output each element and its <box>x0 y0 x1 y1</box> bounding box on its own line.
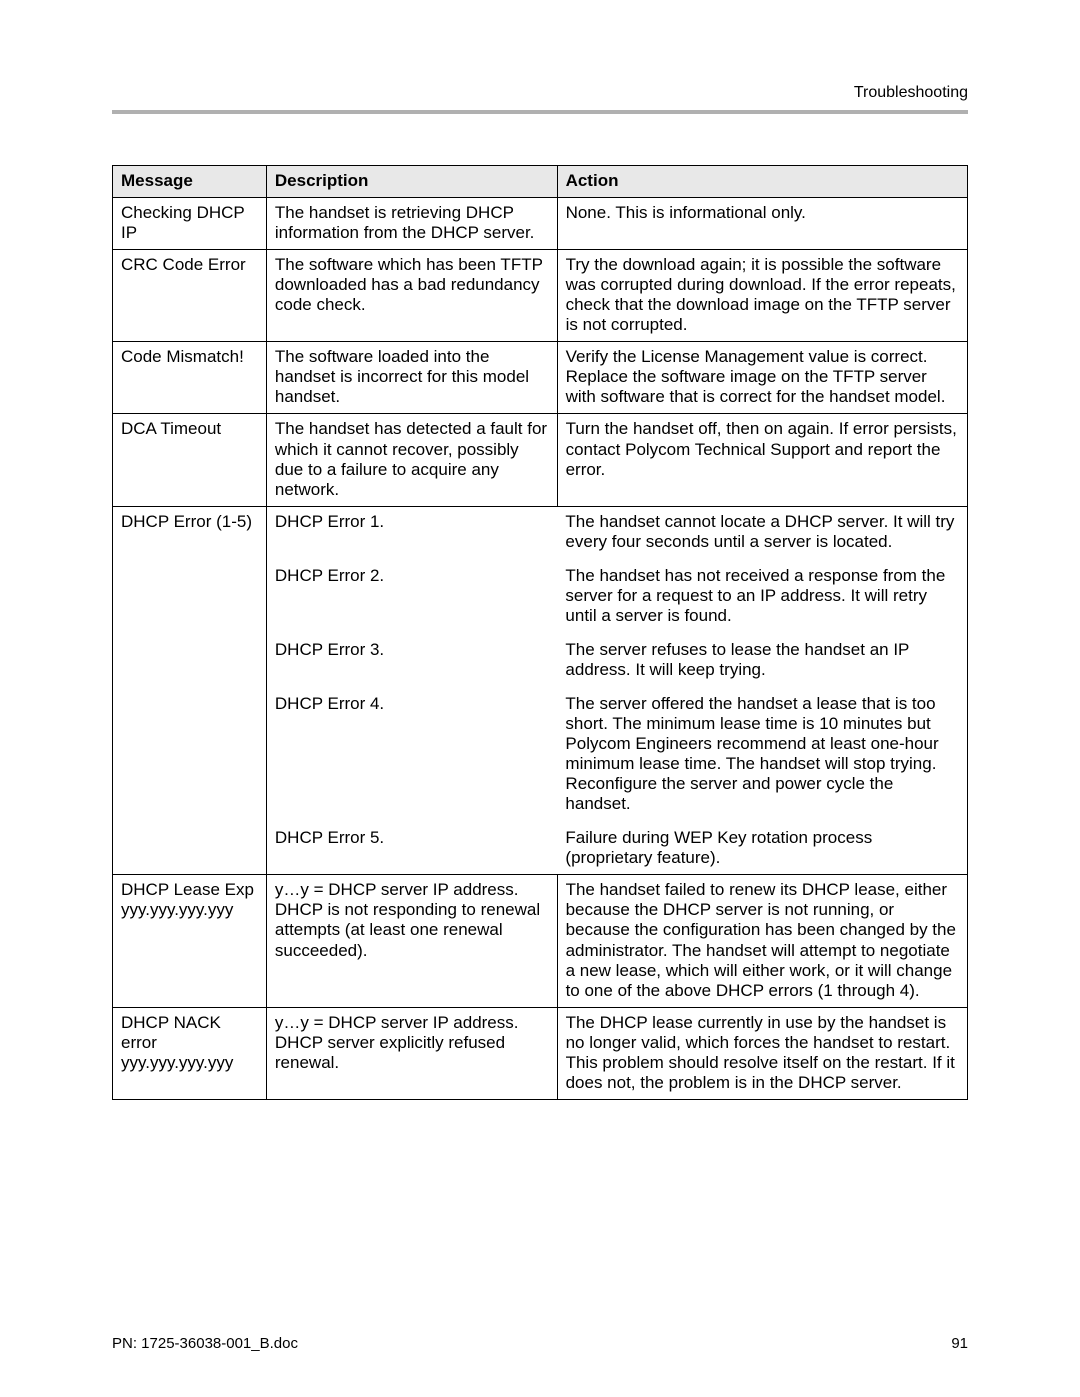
cell-message: DCA Timeout <box>113 414 267 506</box>
cell-message: DHCP Lease Exp yyy.yyy.yyy.yyy <box>113 875 267 1007</box>
dhcp-subrow: DHCP Error 3. The server refuses to leas… <box>267 626 967 680</box>
table-row: Code Mismatch! The software loaded into … <box>113 342 968 414</box>
table-row: DHCP Error (1-5) DHCP Error 1. The hands… <box>113 506 968 875</box>
dhcp-subdesc: DHCP Error 3. <box>267 626 558 680</box>
dhcp-subaction: The handset has not received a response … <box>557 552 967 626</box>
dhcp-subdesc: DHCP Error 4. <box>267 680 558 814</box>
dhcp-subrow: DHCP Error 2. The handset has not receiv… <box>267 552 967 626</box>
cell-action: Turn the handset off, then on again. If … <box>557 414 967 506</box>
dhcp-subrow: DHCP Error 4. The server offered the han… <box>267 680 967 814</box>
cell-action: The handset failed to renew its DHCP lea… <box>557 875 967 1007</box>
dhcp-subdesc: DHCP Error 5. <box>267 814 558 868</box>
header-rule <box>112 110 968 114</box>
troubleshooting-table: Message Description Action Checking DHCP… <box>112 165 968 1100</box>
dhcp-subaction: Failure during WEP Key rotation process … <box>557 814 967 868</box>
cell-action: Try the download again; it is possible t… <box>557 250 967 342</box>
section-title: Troubleshooting <box>854 84 968 102</box>
page-footer: PN: 1725-36038-001_B.doc 91 <box>112 1335 968 1352</box>
footer-pageno: 91 <box>951 1335 968 1352</box>
col-header-description: Description <box>266 166 557 198</box>
cell-message: CRC Code Error <box>113 250 267 342</box>
cell-message: DHCP Error (1-5) <box>113 506 267 875</box>
table-row: DCA Timeout The handset has detected a f… <box>113 414 968 506</box>
cell-description: The software loaded into the handset is … <box>266 342 557 414</box>
cell-description: The handset is retrieving DHCP informati… <box>266 198 557 250</box>
table-row: DHCP Lease Exp yyy.yyy.yyy.yyy y…y = DHC… <box>113 875 968 1007</box>
cell-description: y…y = DHCP server IP address. DHCP is no… <box>266 875 557 1007</box>
dhcp-subrow: DHCP Error 1. The handset cannot locate … <box>267 512 967 552</box>
dhcp-subrow: DHCP Error 5. Failure during WEP Key rot… <box>267 814 967 868</box>
cell-message: DHCP NACK error yyy.yyy.yyy.yyy <box>113 1007 267 1099</box>
dhcp-subdesc: DHCP Error 2. <box>267 552 558 626</box>
cell-message: Checking DHCP IP <box>113 198 267 250</box>
dhcp-subdesc: DHCP Error 1. <box>267 512 558 552</box>
table-row: CRC Code Error The software which has be… <box>113 250 968 342</box>
dhcp-subaction: The server offered the handset a lease t… <box>557 680 967 814</box>
footer-docid: PN: 1725-36038-001_B.doc <box>112 1335 298 1352</box>
cell-description: The software which has been TFTP downloa… <box>266 250 557 342</box>
col-header-message: Message <box>113 166 267 198</box>
cell-message: Code Mismatch! <box>113 342 267 414</box>
cell-description: y…y = DHCP server IP address. DHCP serve… <box>266 1007 557 1099</box>
col-header-action: Action <box>557 166 967 198</box>
page-header: Troubleshooting <box>112 90 968 120</box>
dhcp-error-group: DHCP Error 1. The handset cannot locate … <box>267 512 967 869</box>
cell-action: Verify the License Management value is c… <box>557 342 967 414</box>
cell-dhcp-errors: DHCP Error 1. The handset cannot locate … <box>266 506 967 875</box>
table-row: DHCP NACK error yyy.yyy.yyy.yyy y…y = DH… <box>113 1007 968 1099</box>
cell-action: None. This is informational only. <box>557 198 967 250</box>
table-header-row: Message Description Action <box>113 166 968 198</box>
cell-description: The handset has detected a fault for whi… <box>266 414 557 506</box>
table-row: Checking DHCP IP The handset is retrievi… <box>113 198 968 250</box>
dhcp-subaction: The server refuses to lease the handset … <box>557 626 967 680</box>
dhcp-subaction: The handset cannot locate a DHCP server.… <box>557 512 967 552</box>
cell-action: The DHCP lease currently in use by the h… <box>557 1007 967 1099</box>
document-page: Troubleshooting Message Description Acti… <box>0 0 1080 1397</box>
